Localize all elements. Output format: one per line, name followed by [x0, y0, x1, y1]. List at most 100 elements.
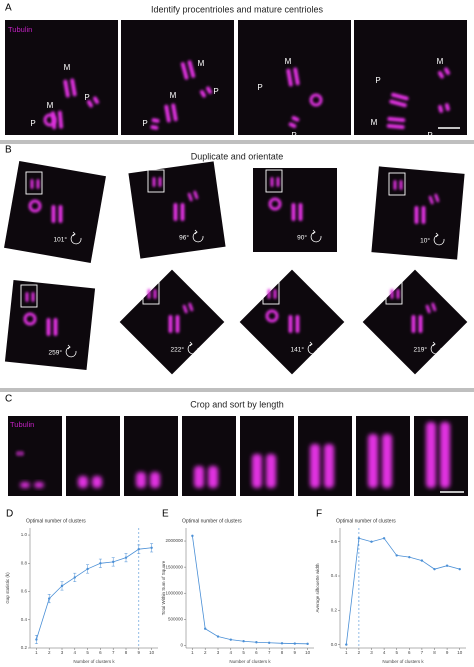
x-tick-label: 4: [230, 650, 233, 655]
x-tick-label: 6: [99, 650, 102, 655]
centriole-wall: [92, 476, 102, 488]
data-line: [345, 537, 460, 645]
centriole-wall: [291, 203, 296, 221]
x-tick-label: 8: [433, 650, 436, 655]
data-point: [445, 564, 449, 567]
x-tick-label: 1: [35, 650, 38, 655]
centriole-wall: [70, 78, 77, 97]
x-tick-label: 10: [457, 650, 463, 655]
centriole: [86, 96, 100, 108]
centriole-wall: [389, 99, 407, 108]
x-tick-label: 10: [149, 650, 155, 655]
centriole-wall: [444, 103, 450, 112]
x-tick-label: 4: [383, 650, 386, 655]
centriole: [150, 118, 160, 130]
roi-box: [388, 172, 406, 196]
roi-box: [262, 281, 280, 305]
data-point: [204, 627, 207, 630]
centriole-wall: [25, 292, 29, 302]
centriole-wall: [426, 422, 436, 488]
centriole: [152, 177, 162, 187]
stain-label: Tubulin: [10, 420, 34, 429]
centriole-label: P: [257, 83, 262, 92]
centriole: [390, 289, 400, 299]
centriole: [147, 289, 157, 299]
panel-letter: A: [5, 3, 12, 14]
x-tick-label: 7: [421, 650, 424, 655]
centriole-label: P: [84, 93, 89, 102]
data-point: [255, 641, 258, 644]
centriole-wall: [63, 79, 70, 98]
x-tick-label: 5: [395, 650, 398, 655]
panel-title: Identify procentrioles and mature centri…: [151, 4, 324, 14]
centriole-wall: [387, 116, 406, 123]
micrograph: 219°: [362, 269, 468, 375]
centriole-wall: [324, 444, 334, 488]
chart-title: Optimal number of clusters: [182, 518, 242, 524]
centriole: [46, 318, 58, 336]
x-tick-label: 6: [408, 650, 411, 655]
angle-label: 222°: [171, 346, 185, 354]
rotation-arrow: [70, 231, 82, 245]
micrograph: 96°: [128, 161, 226, 259]
x-tick-label: 3: [370, 650, 373, 655]
centriole-wall: [20, 482, 30, 488]
centriole-wall: [57, 110, 64, 129]
chart-title: Optimal number of clusters: [336, 518, 396, 524]
centriole-wall: [270, 177, 274, 187]
centriole-wall: [188, 302, 194, 312]
centriole-wall: [310, 444, 320, 488]
centriole-label: M: [371, 118, 378, 127]
angle-label: 101°: [54, 236, 68, 244]
stain-label: Tubulin: [8, 25, 32, 34]
y-axis-label: Gap statistic (k): [5, 572, 10, 604]
centriole-wall: [208, 466, 218, 488]
centriole: [173, 203, 185, 221]
angle-label: 219°: [414, 346, 428, 354]
centriole-label: M: [170, 91, 177, 100]
centriole-wall: [266, 454, 276, 488]
centriole-wall: [425, 304, 431, 314]
centriole-wall: [152, 177, 156, 187]
centriole-wall: [390, 289, 394, 299]
centriole-wall: [182, 304, 188, 314]
centriole: [389, 92, 409, 108]
y-tick-label: 2000000: [165, 538, 183, 543]
centriole-wall: [53, 318, 58, 336]
centriole: [288, 315, 300, 333]
centriole: [182, 302, 194, 314]
data-point: [229, 638, 232, 641]
rotation-arrow: [310, 229, 322, 243]
x-tick-label: 9: [138, 650, 141, 655]
data-line: [192, 535, 308, 645]
centriole-wall: [382, 434, 392, 488]
micrograph: M P P: [238, 20, 351, 140]
micrograph: [298, 416, 352, 496]
rotation-arrow: [192, 229, 204, 243]
centriole-wall: [437, 71, 444, 79]
centriole-wall: [396, 289, 400, 299]
x-tick-label: 8: [125, 650, 128, 655]
centriole-wall: [414, 206, 419, 224]
centriole: [51, 205, 63, 223]
centriole-wall: [438, 104, 444, 113]
x-tick-label: 3: [217, 650, 220, 655]
centriole-wall: [411, 315, 416, 333]
micrograph: [182, 416, 236, 496]
micrograph: [356, 416, 410, 496]
panel-letter: E: [162, 509, 169, 520]
centriole-wall: [180, 203, 185, 221]
centriole: [187, 190, 199, 202]
centriole-wall: [86, 100, 93, 108]
data-point: [35, 638, 38, 641]
y-tick-label: 0.0: [331, 642, 338, 647]
centriole-ring: [265, 309, 279, 323]
data-point: [280, 642, 284, 645]
centriole: [438, 103, 450, 113]
centriole-wall: [444, 67, 451, 75]
centriole-wall: [391, 92, 409, 101]
centriole-wall: [291, 115, 300, 122]
micrograph: 90°: [253, 168, 337, 252]
y-axis-label: Total Within Sum of Square: [161, 560, 166, 615]
